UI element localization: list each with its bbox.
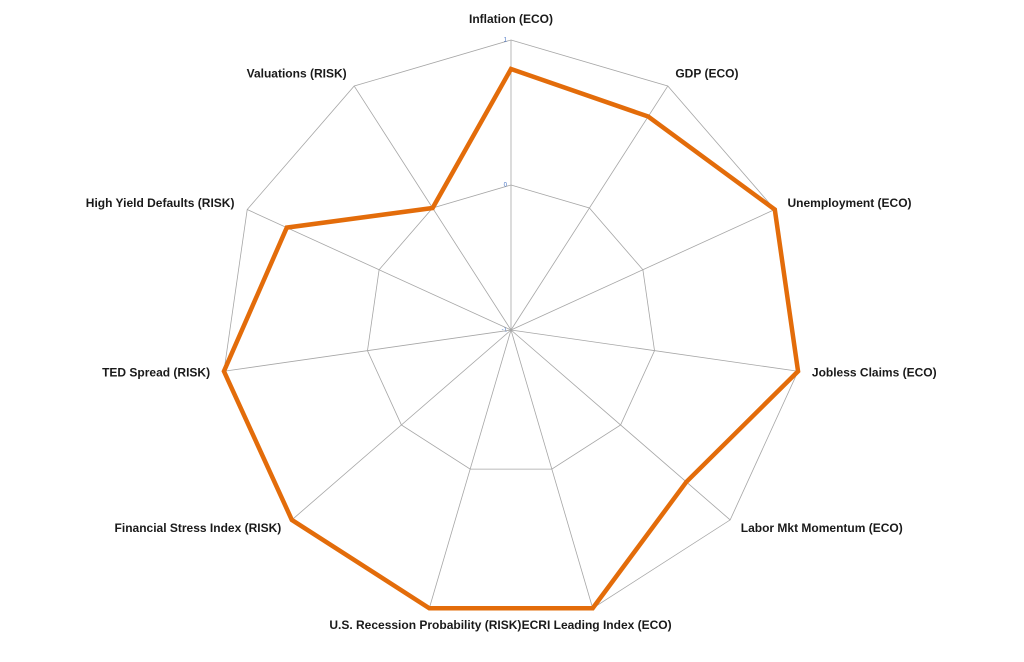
axis-label: Inflation (ECO) — [469, 12, 553, 26]
data-line — [221, 66, 801, 611]
spoke — [247, 209, 512, 331]
axis-label: TED Spread (RISK) — [102, 365, 210, 379]
spoke — [510, 85, 669, 331]
spoke — [510, 329, 731, 521]
axis-label: ECRI Leading Index (ECO) — [522, 618, 672, 632]
tick-label: 0 — [504, 183, 508, 189]
axis-label: Valuations (RISK) — [247, 66, 347, 80]
spoke — [510, 209, 775, 331]
axis-label: Jobless Claims (ECO) — [812, 365, 937, 379]
axis-label: Unemployment (ECO) — [788, 196, 912, 210]
spoke — [291, 329, 512, 521]
axis-label: U.S. Recession Probability (RISK) — [329, 618, 521, 632]
spoke — [223, 329, 512, 372]
spoke — [510, 329, 594, 609]
spoke — [510, 329, 799, 372]
axis-label: High Yield Defaults (RISK) — [86, 196, 235, 210]
axis-label: Labor Mkt Momentum (ECO) — [741, 521, 903, 535]
tick-label: 1 — [504, 38, 508, 44]
spoke — [428, 329, 512, 609]
axis-label: GDP (ECO) — [675, 66, 738, 80]
grid-ring — [367, 184, 655, 470]
axis-label: Financial Stress Index (RISK) — [115, 521, 282, 535]
